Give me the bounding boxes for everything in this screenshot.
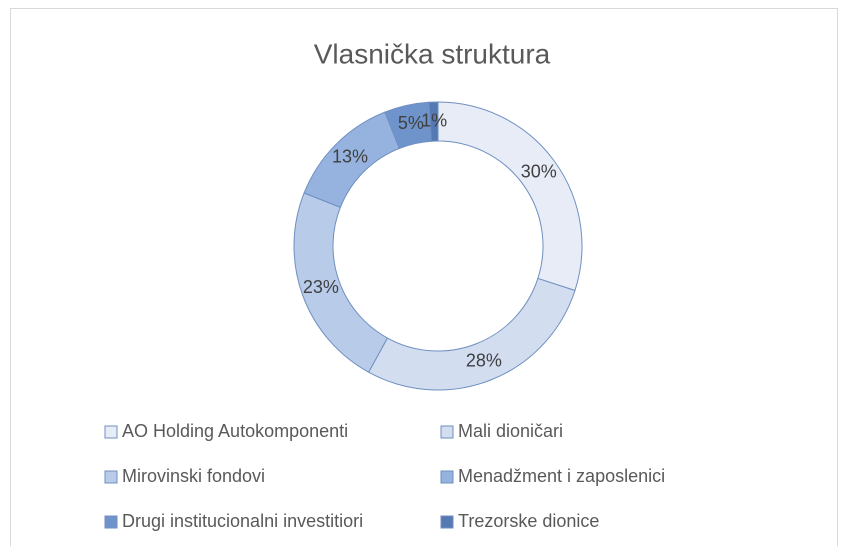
chart-frame (10, 8, 838, 546)
data-label: 23% (303, 277, 339, 297)
legend-label: AO Holding Autokomponenti (122, 421, 348, 441)
data-label: 1% (421, 110, 447, 130)
legend-swatch (104, 470, 118, 484)
data-label: 28% (466, 351, 502, 371)
legend-swatch (440, 425, 454, 439)
legend-label: Menadžment i zaposlenici (458, 466, 665, 486)
legend-label: Trezorske dionice (458, 511, 599, 531)
chart-title: Vlasnička struktura (314, 38, 551, 69)
data-label: 5% (398, 113, 424, 133)
legend-label: Mirovinski fondovi (122, 466, 265, 486)
data-label: 13% (332, 147, 368, 167)
legend-swatch (104, 425, 118, 439)
legend-label: Drugi institucionalni investitiori (122, 511, 363, 531)
legend-swatch (104, 515, 118, 529)
data-label: 30% (521, 162, 557, 182)
legend-swatch (440, 470, 454, 484)
donut-segment (428, 101, 439, 142)
legend-label: Mali dioničari (458, 421, 563, 441)
legend-swatch (440, 515, 454, 529)
